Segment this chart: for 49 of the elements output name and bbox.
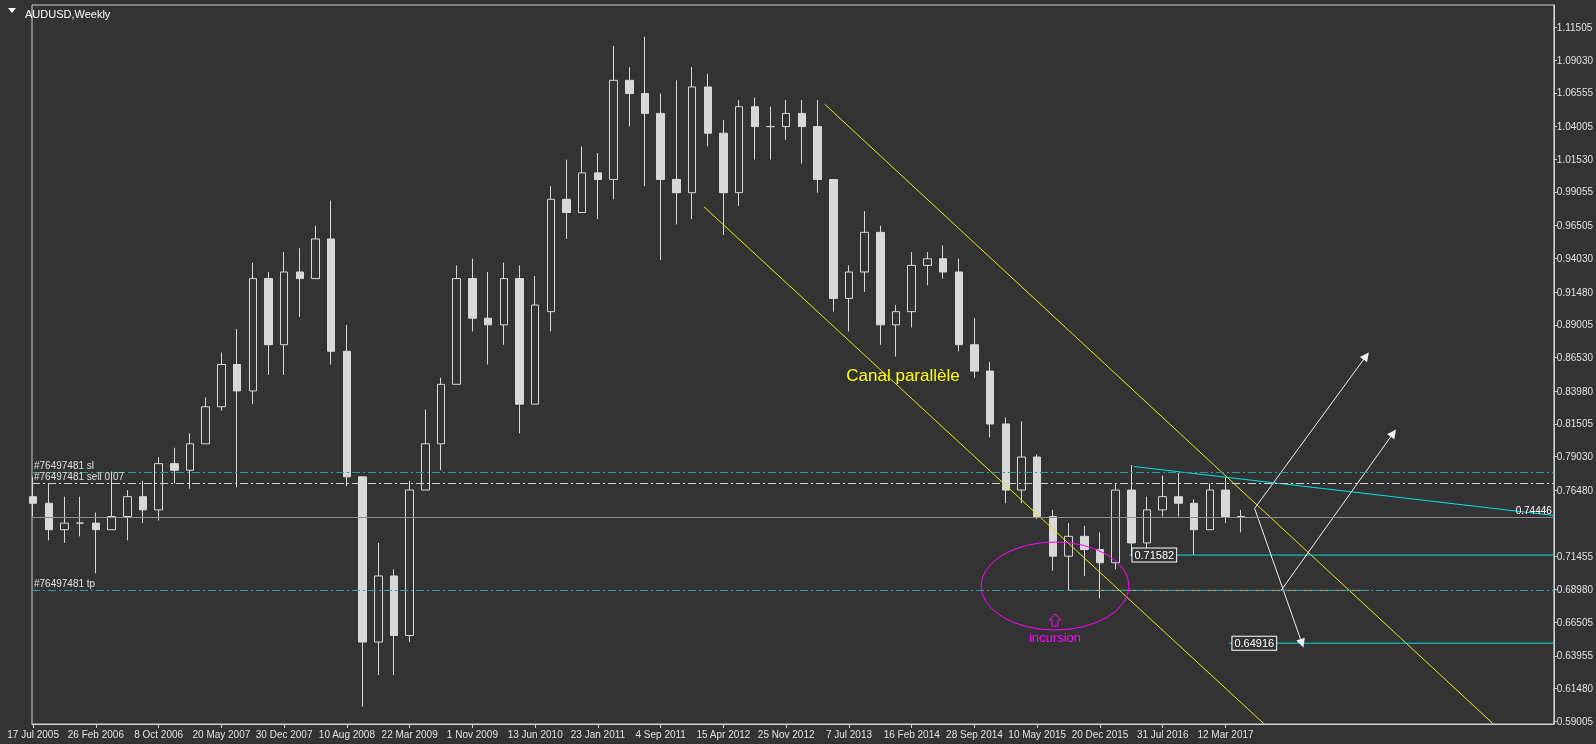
y-tick-label: 1.11505 (1556, 21, 1593, 33)
x-tick-label: 23 Jan 2011 (570, 728, 626, 740)
ref-line-label: #76497481 tp (34, 577, 96, 589)
x-tick-label: 15 Apr 2012 (696, 728, 751, 740)
ref-line-label: 0.74446 (1515, 504, 1553, 516)
y-tick-label: 0.71455 (1556, 551, 1594, 563)
x-tick-label: 10 May 2015 (1008, 728, 1067, 740)
y-tick-label: 0.63955 (1556, 650, 1594, 662)
y-tick-label: 0.76480 (1556, 484, 1594, 496)
y-tick-label: 0.89005 (1556, 319, 1594, 331)
x-tick-label: 30 Dec 2007 (255, 728, 313, 740)
y-tick-label: 1.09030 (1556, 54, 1594, 66)
y-tick-label: 0.99055 (1556, 186, 1594, 198)
x-tick-label: 4 Sep 2011 (635, 728, 687, 740)
x-tick-label: 20 May 2007 (192, 728, 251, 740)
x-tick-label: 10 Aug 2008 (318, 728, 376, 740)
x-tick-label: 16 Feb 2014 (883, 728, 941, 740)
data-label: 0.64916 (1234, 637, 1275, 650)
chart-title: AUDUSD,Weekly (25, 7, 111, 20)
data-label: 0.71582 (1134, 549, 1175, 562)
y-tick-label: 0.91480 (1556, 286, 1594, 298)
x-tick-label: 20 Dec 2015 (1071, 728, 1129, 740)
ref-line-label: #76497481 sl (34, 460, 95, 472)
y-tick-label: 1.01530 (1556, 153, 1594, 165)
y-tick-label: 1.04005 (1556, 121, 1594, 133)
x-tick-label: 31 Jul 2016 (1136, 728, 1190, 740)
annotation: incursion (1028, 629, 1082, 645)
x-tick-label: 28 Sep 2014 (946, 728, 1004, 740)
y-tick-label: 0.79030 (1556, 451, 1594, 463)
y-tick-label: 0.86530 (1556, 351, 1594, 363)
x-tick-label: 25 Nov 2012 (757, 728, 815, 740)
x-tick-label: 8 Oct 2006 (134, 728, 184, 740)
y-tick-label: 0.68980 (1556, 583, 1594, 595)
x-tick-label: 13 Jun 2010 (507, 728, 564, 740)
annotation: Canal parallèle (846, 365, 960, 385)
y-tick-label: 0.59005 (1556, 715, 1594, 727)
y-tick-label: 0.81505 (1556, 418, 1594, 430)
y-tick-label: 1.06555 (1556, 87, 1594, 99)
x-tick-label: 7 Jul 2013 (825, 728, 873, 740)
x-tick-label: 1 Nov 2009 (446, 728, 499, 740)
x-tick-label: 26 Feb 2006 (67, 728, 125, 740)
x-tick-label: 12 Mar 2017 (1197, 728, 1255, 740)
y-tick-label: 0.96505 (1556, 220, 1594, 232)
y-tick-label: 0.94030 (1556, 252, 1594, 264)
x-tick-label: 22 Mar 2009 (381, 728, 439, 740)
y-tick-label: 0.66505 (1556, 616, 1594, 628)
y-tick-label: 0.61480 (1556, 683, 1594, 695)
y-tick-label: 0.83980 (1556, 385, 1594, 397)
x-tick-label: 17 Jul 2005 (7, 728, 60, 740)
